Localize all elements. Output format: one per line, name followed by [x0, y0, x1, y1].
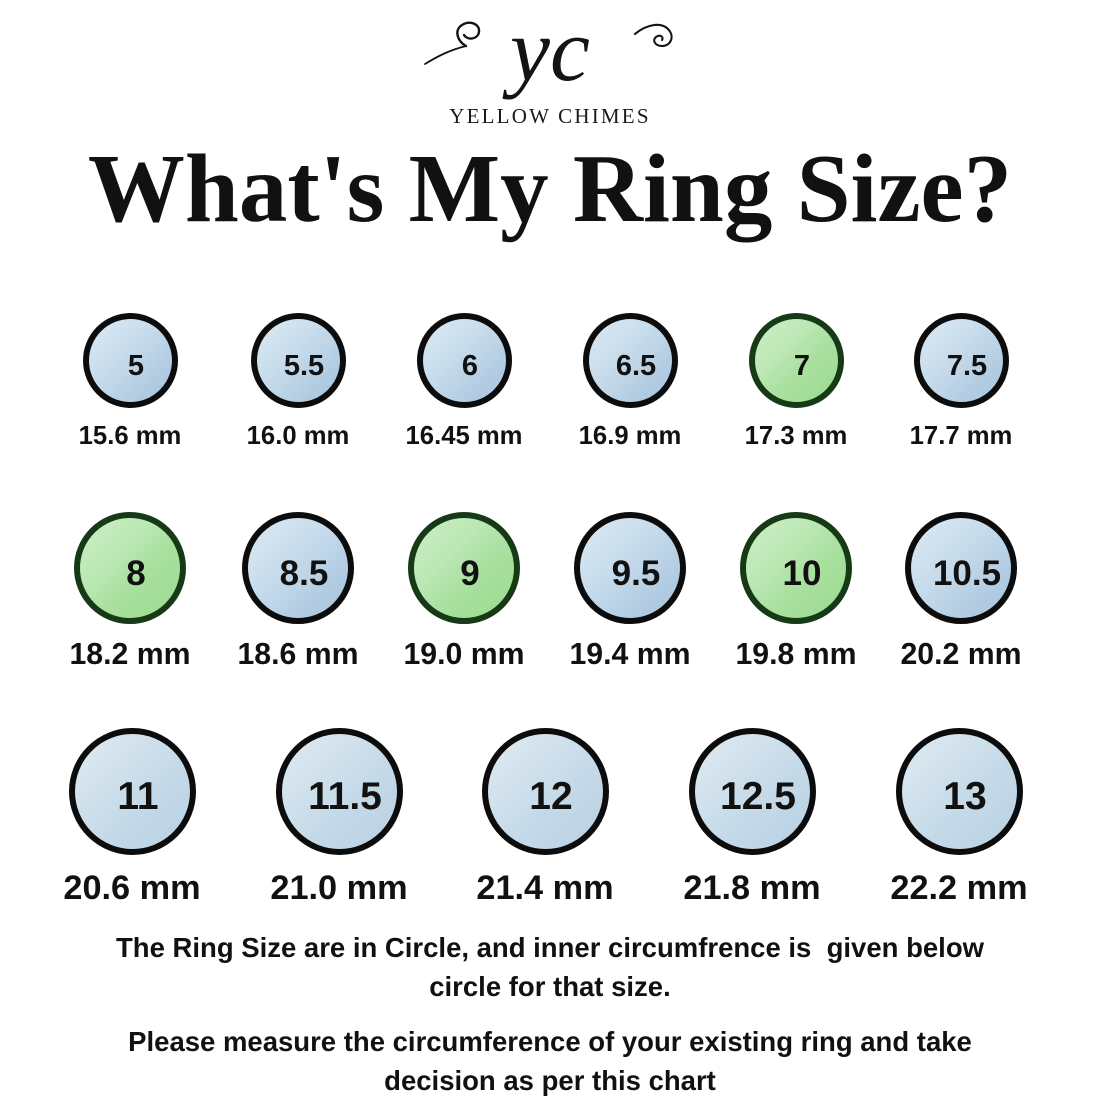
svg-text:yc: yc	[502, 2, 590, 100]
